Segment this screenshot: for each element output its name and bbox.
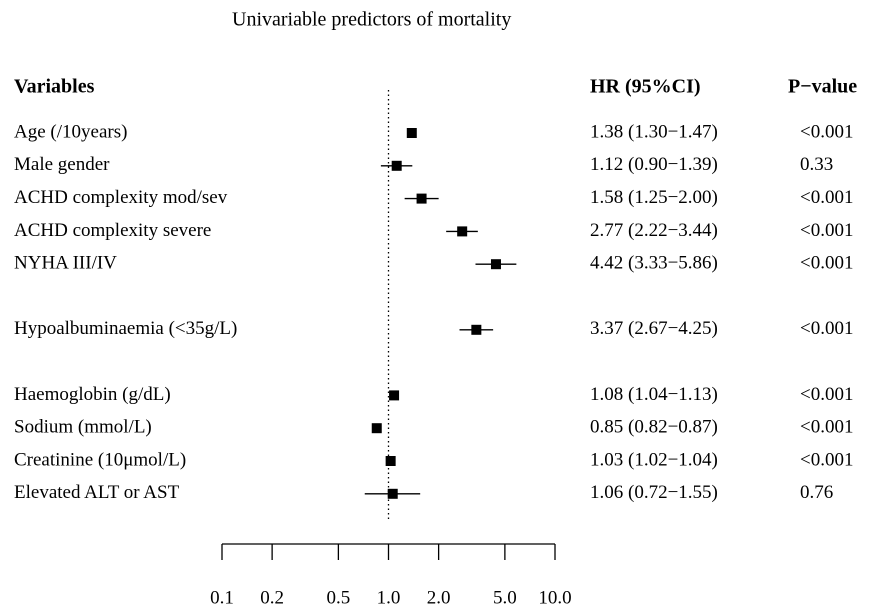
column-header: Variables xyxy=(14,76,95,98)
hr-label: 1.38 (1.30−1.47) xyxy=(590,121,718,142)
row-label: Sodium (mmol/L) xyxy=(14,417,152,438)
hr-label: 1.03 (1.02−1.04) xyxy=(590,449,718,470)
x-tick-label: 0.1 xyxy=(210,587,234,606)
x-tick-label: 0.5 xyxy=(327,587,351,606)
row-label: Hypoalbuminaemia (<35g/L) xyxy=(14,318,237,339)
p-value: <0.001 xyxy=(800,318,853,339)
x-tick-label: 10.0 xyxy=(538,587,571,606)
row-label: Haemoglobin (g/dL) xyxy=(14,384,171,405)
hr-label: 1.08 (1.04−1.13) xyxy=(590,384,718,405)
column-header: HR (95%CI) xyxy=(590,76,701,98)
p-value: <0.001 xyxy=(800,253,853,274)
p-value: <0.001 xyxy=(800,121,853,142)
hr-point xyxy=(471,324,482,335)
row-label: ACHD complexity severe xyxy=(14,220,211,241)
hr-label: 0.85 (0.82−0.87) xyxy=(590,417,718,438)
row-label: Male gender xyxy=(14,154,110,175)
hr-point xyxy=(391,160,402,171)
p-value: <0.001 xyxy=(800,187,853,208)
hr-label: 1.12 (0.90−1.39) xyxy=(590,154,718,175)
hr-point xyxy=(416,193,427,204)
column-header: P−value xyxy=(788,76,857,98)
x-tick-label: 2.0 xyxy=(427,587,451,606)
p-value: 0.76 xyxy=(800,482,833,503)
hr-label: 1.06 (0.72−1.55) xyxy=(590,482,718,503)
p-value: <0.001 xyxy=(800,449,853,470)
x-tick-label: 5.0 xyxy=(493,587,517,606)
p-value: 0.33 xyxy=(800,154,833,175)
row-label: ACHD complexity mod/sev xyxy=(14,187,228,208)
p-value: <0.001 xyxy=(800,417,853,438)
x-tick-label: 1.0 xyxy=(377,587,401,606)
row-label: Elevated ALT or AST xyxy=(14,482,180,503)
row-label: Creatinine (10μmol/L) xyxy=(14,449,186,470)
hr-label: 4.42 (3.33−5.86) xyxy=(590,253,718,274)
hr-point xyxy=(371,423,382,434)
hr-point xyxy=(385,456,396,466)
hr-label: 1.58 (1.25−2.00) xyxy=(590,187,718,208)
hr-point xyxy=(457,226,468,237)
hr-point xyxy=(389,390,400,401)
hr-point xyxy=(406,128,417,138)
p-value: <0.001 xyxy=(800,384,853,405)
hr-label: 2.77 (2.22−3.44) xyxy=(590,220,718,241)
chart-title: Univariable predictors of mortality xyxy=(232,9,511,31)
row-label: Age (/10years) xyxy=(14,121,127,142)
hr-label: 3.37 (2.67−4.25) xyxy=(590,318,718,339)
row-label: NYHA III/IV xyxy=(14,253,117,274)
p-value: <0.001 xyxy=(800,220,853,241)
hr-point xyxy=(387,488,398,499)
x-tick-label: 0.2 xyxy=(260,587,284,606)
hr-point xyxy=(490,259,501,270)
